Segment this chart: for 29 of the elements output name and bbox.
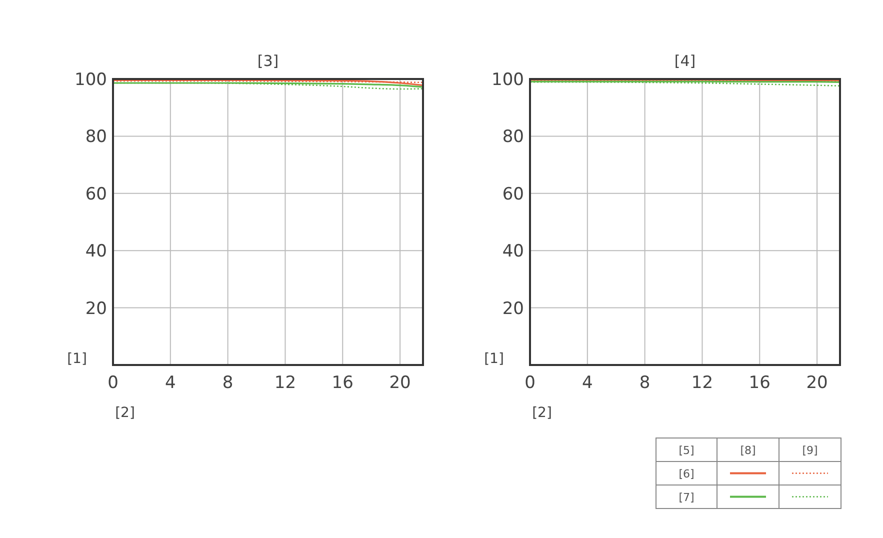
x-tick-label: 20	[389, 373, 411, 393]
y-tick-label: 100	[492, 70, 524, 90]
x-tick-label: 20	[806, 373, 828, 393]
y-tick-label: 100	[74, 70, 107, 90]
x-tick-label: 4	[164, 373, 176, 393]
y-tick-label: 60	[502, 184, 524, 204]
x-tick-label: 16	[332, 373, 354, 393]
y-tick-label: 40	[85, 242, 107, 262]
y-tick-label: 40	[502, 242, 524, 262]
chart-title: [4]	[674, 52, 696, 70]
y-axis-title: [1]	[67, 351, 87, 367]
x-axis-title: [2]	[532, 405, 552, 421]
x-tick-label: 12	[691, 373, 714, 393]
x-axis-title: [2]	[115, 405, 135, 421]
x-tick-label: 8	[639, 373, 650, 393]
x-tick-label: 0	[524, 373, 536, 393]
y-tick-label: 20	[85, 298, 107, 319]
x-tick-label: 16	[748, 373, 770, 393]
x-tick-label: 8	[222, 373, 234, 393]
key-table: [5] [8] [9] [6] [7]	[656, 438, 842, 509]
chart-title: [3]	[257, 52, 279, 70]
x-tick-label: 12	[274, 373, 296, 393]
x-tick-label: 4	[582, 373, 593, 393]
y-tick-label: 60	[85, 184, 107, 204]
x-tick-label: 0	[108, 373, 118, 393]
y-tick-label: 80	[85, 127, 107, 148]
y-tick-label: 80	[502, 127, 524, 148]
y-axis-title: [1]	[484, 351, 504, 367]
y-tick-label: 20	[502, 298, 524, 319]
